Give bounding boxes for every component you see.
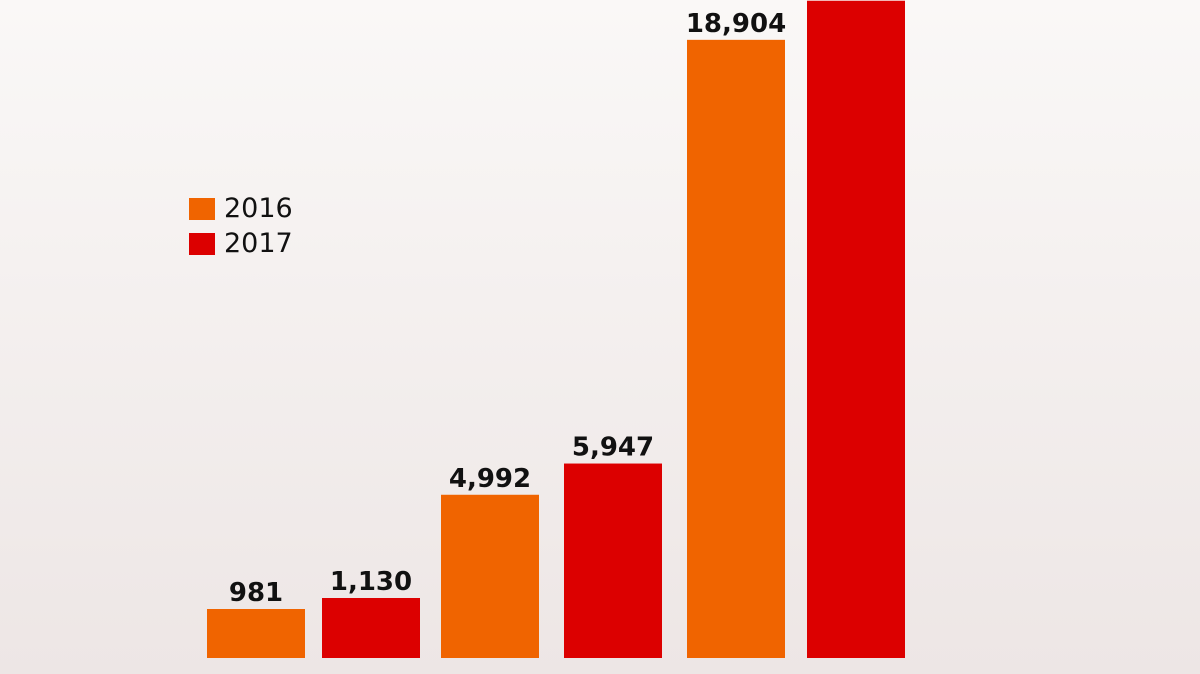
data-label: 4,992: [449, 464, 531, 494]
data-label: 18,904: [686, 9, 786, 39]
legend-label: 2016: [224, 193, 293, 224]
bar-2016-1: [207, 609, 305, 658]
bar-2017-1: [322, 598, 420, 658]
bar-2016-2: [441, 494, 539, 658]
legend-swatch-2016: [189, 197, 215, 220]
legend-swatch-2017: [189, 232, 215, 255]
data-label: 981: [229, 578, 283, 608]
legend-label: 2017: [224, 228, 293, 259]
bar-2017-2: [564, 463, 662, 658]
bar-2016-3: [687, 39, 785, 659]
legend-item-2016: 2016: [189, 191, 293, 226]
data-label: 1,130: [330, 567, 412, 597]
legend: 2016 2017: [189, 191, 293, 261]
legend-item-2017: 2017: [189, 226, 293, 261]
data-label: 5,947: [572, 433, 654, 463]
bar-2017-3: [807, 0, 905, 659]
